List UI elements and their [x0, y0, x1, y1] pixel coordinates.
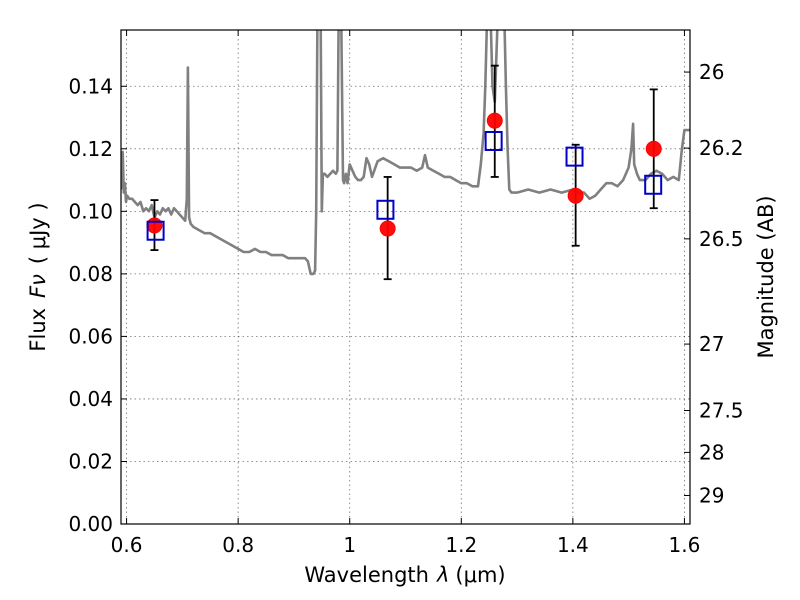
x-tick-label: 0.6: [111, 533, 143, 557]
right-tick-label: 28: [699, 440, 724, 464]
y-tick-label: 0.08: [68, 262, 113, 286]
y-tick-label: 0.14: [68, 74, 113, 98]
right-tick-label: 26.2: [699, 136, 744, 160]
observed-flux-point: [486, 112, 503, 129]
plot-frame: [120, 29, 691, 525]
y-axis-title: FluxFν( μJy ): [26, 202, 50, 351]
model-photometry-point: [484, 130, 503, 151]
x-tick-label: 0.8: [222, 533, 254, 557]
observed-flux-point: [146, 217, 163, 234]
y-tick-label: 0.02: [68, 449, 113, 473]
model-photometry-point: [565, 146, 584, 167]
y-tick-label: 0.10: [68, 199, 113, 223]
y-tick-label: 0.12: [68, 137, 113, 161]
x-tick-label: 1.6: [669, 533, 701, 557]
right-tick-label: 27.5: [699, 398, 744, 422]
right-axis-title: Magnitude (AB): [754, 195, 778, 358]
y-tick-label: 0.00: [68, 512, 113, 536]
right-tick-label: 27: [699, 332, 724, 356]
observed-flux-point: [379, 220, 396, 237]
axes: 0.6 0.8 1 1.2 1.4 1.6 0.00 0.02 0.04 0.06 0.08 0.10…: [68, 30, 744, 557]
x-tick-label: 1: [343, 533, 356, 557]
x-tick-label: 1.4: [557, 533, 589, 557]
x-tick-label: 1.2: [445, 533, 477, 557]
y-tick-label: 0.04: [68, 387, 113, 411]
x-axis-title: Wavelength λ (μm): [304, 563, 505, 587]
y-tick-label: 0.06: [68, 324, 113, 348]
observed-flux-point: [645, 140, 662, 157]
observed-flux-point: [567, 187, 584, 204]
right-tick-label: 29: [699, 483, 724, 507]
model-photometry-point: [146, 220, 165, 241]
marker-layer: [146, 64, 663, 281]
right-tick-label: 26.5: [699, 227, 744, 251]
model-photometry-point: [644, 174, 663, 195]
model-photometry-point: [376, 199, 395, 220]
right-tick-label: 26: [699, 60, 724, 84]
